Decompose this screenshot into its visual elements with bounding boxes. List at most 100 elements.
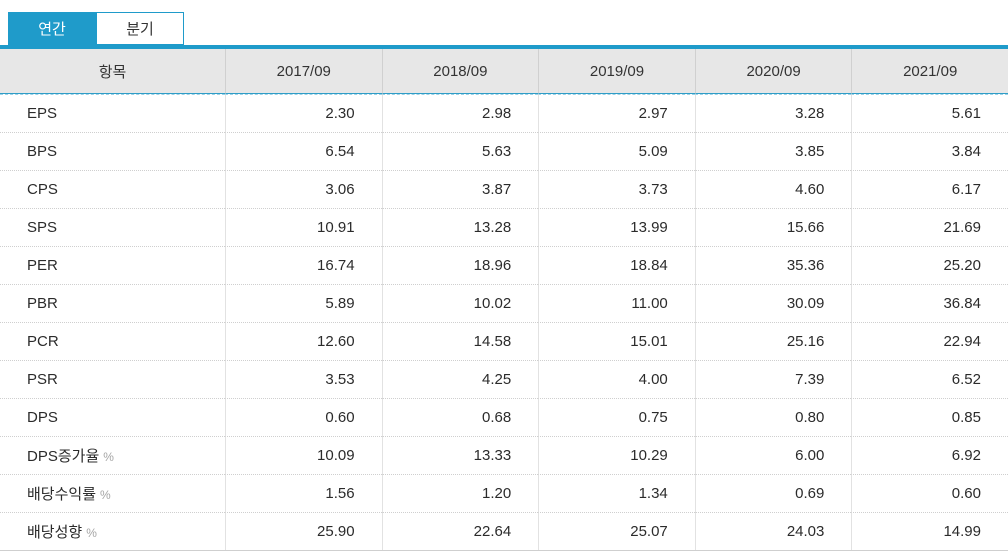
column-header-year: 2019/09 xyxy=(538,49,695,94)
cell-value: 10.02 xyxy=(381,284,539,322)
cell-value: 3.53 xyxy=(225,360,382,398)
cell-value: 1.20 xyxy=(381,474,539,512)
table-header: 항목 2017/09 2018/09 2019/09 2020/09 2021/… xyxy=(0,49,1008,94)
cell-value: 12.60 xyxy=(225,322,382,360)
cell-value: 21.69 xyxy=(851,208,1008,246)
table-body: EPS 2.30 2.98 2.97 3.28 5.61 BPS 6.54 5.63 5.09 3.… xyxy=(0,94,1008,550)
column-header-year: 2021/09 xyxy=(851,49,1008,94)
cell-value: 10.91 xyxy=(225,208,382,246)
cell-value: 5.09 xyxy=(538,132,695,170)
cell-value: 3.06 xyxy=(225,170,382,208)
row-label: PSR xyxy=(0,360,225,398)
table-row: DPS증가율% 10.09 13.33 10.29 6.00 6.92 xyxy=(0,436,1008,474)
cell-value: 22.94 xyxy=(851,322,1008,360)
table-row: SPS 10.91 13.28 13.99 15.66 21.69 xyxy=(0,208,1008,246)
cell-value: 3.28 xyxy=(694,94,852,132)
cell-value: 11.00 xyxy=(538,284,695,322)
cell-value: 6.52 xyxy=(851,360,1008,398)
cell-value: 13.99 xyxy=(538,208,695,246)
row-label: CPS xyxy=(0,170,225,208)
column-header-year: 2018/09 xyxy=(381,49,539,94)
row-label: 배당수익률% xyxy=(0,474,225,512)
cell-value: 14.99 xyxy=(851,512,1008,550)
cell-value: 25.90 xyxy=(225,512,382,550)
cell-value: 25.16 xyxy=(694,322,852,360)
cell-value: 0.75 xyxy=(538,398,695,436)
header-row: 항목 2017/09 2018/09 2019/09 2020/09 2021/… xyxy=(0,49,1008,94)
cell-value: 6.00 xyxy=(694,436,852,474)
cell-value: 13.33 xyxy=(381,436,539,474)
row-label: PCR xyxy=(0,322,225,360)
row-label: 배당성향% xyxy=(0,512,225,550)
tab-bar: 연간 분기 xyxy=(0,0,1008,49)
cell-value: 4.25 xyxy=(381,360,539,398)
table-row: PER 16.74 18.96 18.84 35.36 25.20 xyxy=(0,246,1008,284)
table-row: DPS 0.60 0.68 0.75 0.80 0.85 xyxy=(0,398,1008,436)
cell-value: 24.03 xyxy=(694,512,852,550)
cell-value: 6.92 xyxy=(851,436,1008,474)
cell-value: 2.30 xyxy=(225,94,382,132)
table-row: CPS 3.06 3.87 3.73 4.60 6.17 xyxy=(0,170,1008,208)
cell-value: 22.64 xyxy=(381,512,539,550)
column-header-year: 2020/09 xyxy=(694,49,852,94)
table-row: 배당성향% 25.90 22.64 25.07 24.03 14.99 xyxy=(0,512,1008,550)
percent-suffix: % xyxy=(100,488,111,502)
row-label: PER xyxy=(0,246,225,284)
cell-value: 5.63 xyxy=(381,132,539,170)
cell-value: 13.28 xyxy=(381,208,539,246)
cell-value: 3.73 xyxy=(538,170,695,208)
cell-value: 0.68 xyxy=(381,398,539,436)
cell-value: 7.39 xyxy=(694,360,852,398)
percent-suffix: % xyxy=(103,450,114,464)
cell-value: 2.98 xyxy=(381,94,539,132)
cell-value: 4.60 xyxy=(694,170,852,208)
table-row: EPS 2.30 2.98 2.97 3.28 5.61 xyxy=(0,94,1008,132)
tab-list: 연간 분기 xyxy=(0,12,1008,45)
tab-annual[interactable]: 연간 xyxy=(8,12,96,45)
row-label: DPS xyxy=(0,398,225,436)
row-label: EPS xyxy=(0,94,225,132)
cell-value: 18.96 xyxy=(381,246,539,284)
cell-value: 25.07 xyxy=(538,512,695,550)
cell-value: 3.85 xyxy=(694,132,852,170)
table-row: PSR 3.53 4.25 4.00 7.39 6.52 xyxy=(0,360,1008,398)
cell-value: 5.61 xyxy=(851,94,1008,132)
cell-value: 0.85 xyxy=(851,398,1008,436)
cell-value: 5.89 xyxy=(225,284,382,322)
row-label: PBR xyxy=(0,284,225,322)
cell-value: 30.09 xyxy=(694,284,852,322)
cell-value: 2.97 xyxy=(538,94,695,132)
cell-value: 15.01 xyxy=(538,322,695,360)
row-label: BPS xyxy=(0,132,225,170)
cell-value: 4.00 xyxy=(538,360,695,398)
column-header-year: 2017/09 xyxy=(225,49,382,94)
cell-value: 14.58 xyxy=(381,322,539,360)
table-row: 배당수익률% 1.56 1.20 1.34 0.69 0.60 xyxy=(0,474,1008,512)
cell-value: 1.34 xyxy=(538,474,695,512)
cell-value: 0.80 xyxy=(694,398,852,436)
table-row: PCR 12.60 14.58 15.01 25.16 22.94 xyxy=(0,322,1008,360)
cell-value: 0.60 xyxy=(225,398,382,436)
cell-value: 6.54 xyxy=(225,132,382,170)
percent-suffix: % xyxy=(86,526,97,540)
table-row: PBR 5.89 10.02 11.00 30.09 36.84 xyxy=(0,284,1008,322)
cell-value: 0.60 xyxy=(851,474,1008,512)
cell-value: 10.29 xyxy=(538,436,695,474)
tab-underline xyxy=(0,45,1008,49)
cell-value: 15.66 xyxy=(694,208,852,246)
tab-quarterly[interactable]: 분기 xyxy=(96,12,184,45)
row-label: DPS증가율% xyxy=(0,436,225,474)
financial-metrics-table: 항목 2017/09 2018/09 2019/09 2020/09 2021/… xyxy=(0,49,1008,551)
cell-value: 6.17 xyxy=(851,170,1008,208)
cell-value: 3.84 xyxy=(851,132,1008,170)
cell-value: 16.74 xyxy=(225,246,382,284)
cell-value: 36.84 xyxy=(851,284,1008,322)
table-row: BPS 6.54 5.63 5.09 3.85 3.84 xyxy=(0,132,1008,170)
cell-value: 0.69 xyxy=(694,474,852,512)
cell-value: 18.84 xyxy=(538,246,695,284)
cell-value: 25.20 xyxy=(851,246,1008,284)
column-header-item: 항목 xyxy=(0,49,225,94)
cell-value: 35.36 xyxy=(694,246,852,284)
cell-value: 10.09 xyxy=(225,436,382,474)
cell-value: 3.87 xyxy=(381,170,539,208)
